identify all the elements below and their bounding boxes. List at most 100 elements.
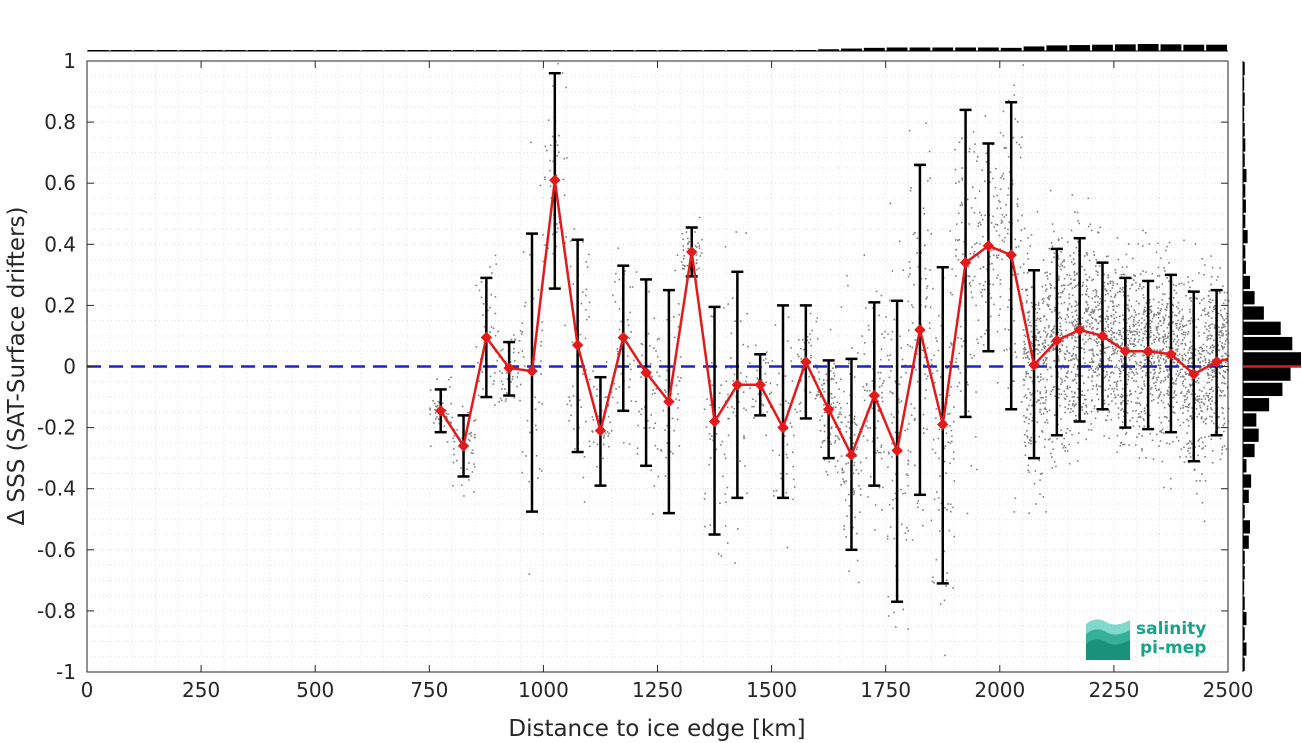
- scatter-point: [1074, 339, 1076, 342]
- scatter-point: [881, 396, 883, 399]
- scatter-point: [1208, 363, 1210, 366]
- scatter-point: [1112, 390, 1115, 393]
- scatter-point: [1145, 271, 1147, 273]
- scatter-point: [1182, 315, 1184, 318]
- scatter-point: [817, 393, 820, 396]
- scatter-point: [1145, 457, 1147, 459]
- scatter-point: [1088, 337, 1091, 340]
- scatter-point: [540, 340, 543, 343]
- scatter-point: [652, 347, 655, 349]
- scatter-point: [1072, 353, 1075, 355]
- scatter-point: [1047, 439, 1050, 441]
- scatter-point: [1162, 316, 1164, 318]
- scatter-point: [1211, 369, 1213, 371]
- scatter-point: [1085, 406, 1088, 408]
- scatter-point: [815, 394, 818, 396]
- scatter-point: [1212, 375, 1214, 378]
- scatter-point: [957, 337, 959, 339]
- scatter-point: [1038, 399, 1040, 401]
- scatter-point: [830, 426, 833, 428]
- scatter-point: [1158, 395, 1161, 398]
- scatter-point: [1210, 301, 1212, 304]
- scatter-point: [1187, 362, 1190, 364]
- scatter-point: [1183, 325, 1186, 327]
- scatter-point: [482, 303, 485, 305]
- scatter-point: [1050, 341, 1052, 343]
- scatter-point: [1076, 211, 1079, 214]
- top-hist-bar: [1160, 44, 1182, 51]
- scatter-point: [473, 420, 475, 422]
- scatter-point: [1040, 373, 1042, 375]
- scatter-point: [1038, 459, 1041, 462]
- scatter-point: [1164, 362, 1166, 364]
- scatter-point: [1072, 366, 1075, 368]
- scatter-point: [891, 479, 894, 482]
- scatter-point: [1119, 402, 1122, 404]
- scatter-point: [1097, 322, 1099, 325]
- scatter-point: [1208, 388, 1211, 391]
- scatter-point: [1167, 403, 1170, 405]
- scatter-point: [1049, 308, 1051, 311]
- scatter-point: [1133, 345, 1135, 348]
- scatter-point: [1115, 311, 1117, 313]
- scatter-point: [456, 429, 458, 431]
- scatter-point: [1198, 438, 1201, 440]
- scatter-point: [1208, 435, 1210, 438]
- scatter-point: [1185, 294, 1187, 297]
- scatter-point: [845, 480, 847, 482]
- scatter-point: [1183, 353, 1186, 355]
- scatter-point: [1096, 301, 1099, 303]
- scatter-point: [762, 413, 765, 415]
- scatter-point: [1156, 287, 1158, 289]
- scatter-point: [1209, 337, 1212, 340]
- scatter-point: [1009, 171, 1011, 173]
- scatter-point: [492, 327, 495, 330]
- scatter-point: [1227, 407, 1230, 410]
- scatter-point: [895, 565, 897, 567]
- top-hist-bar: [1206, 44, 1227, 51]
- scatter-point: [445, 415, 448, 418]
- scatter-point: [975, 304, 977, 307]
- scatter-point: [1119, 444, 1122, 447]
- scatter-point: [1047, 277, 1049, 280]
- scatter-point: [1093, 407, 1096, 410]
- scatter-point: [1074, 325, 1076, 328]
- scatter-point: [1097, 341, 1100, 343]
- scatter-point: [1200, 356, 1202, 359]
- scatter-point: [895, 473, 897, 475]
- scatter-point: [1213, 327, 1216, 329]
- scatter-point: [904, 492, 906, 494]
- scatter-point: [1075, 382, 1078, 384]
- scatter-point: [916, 252, 918, 254]
- scatter-point: [651, 513, 654, 515]
- scatter-point: [1085, 320, 1087, 323]
- scatter-point: [1097, 411, 1099, 413]
- scatter-point: [1126, 373, 1129, 376]
- scatter-point: [677, 393, 679, 395]
- scatter-point: [1198, 302, 1201, 304]
- scatter-point: [831, 411, 833, 413]
- scatter-point: [580, 406, 582, 408]
- scatter-point: [858, 581, 860, 584]
- scatter-point: [1037, 375, 1039, 378]
- scatter-point: [1151, 272, 1154, 275]
- scatter-point: [1105, 347, 1107, 349]
- scatter-point: [1222, 376, 1225, 379]
- scatter-point: [1177, 361, 1179, 364]
- scatter-point: [865, 425, 867, 427]
- scatter-point: [831, 397, 833, 400]
- scatter-point: [760, 379, 763, 381]
- scatter-point: [841, 469, 844, 471]
- scatter-point: [1037, 340, 1040, 342]
- scatter-point: [724, 493, 727, 495]
- scatter-point: [1130, 305, 1133, 308]
- scatter-point: [1184, 405, 1187, 408]
- scatter-point: [1028, 310, 1030, 313]
- scatter-point: [780, 477, 782, 480]
- scatter-point: [1044, 327, 1046, 329]
- scatter-point: [892, 499, 894, 501]
- scatter-point: [602, 443, 605, 446]
- scatter-point: [912, 306, 914, 309]
- scatter-point: [1203, 273, 1205, 276]
- scatter-point: [909, 451, 912, 453]
